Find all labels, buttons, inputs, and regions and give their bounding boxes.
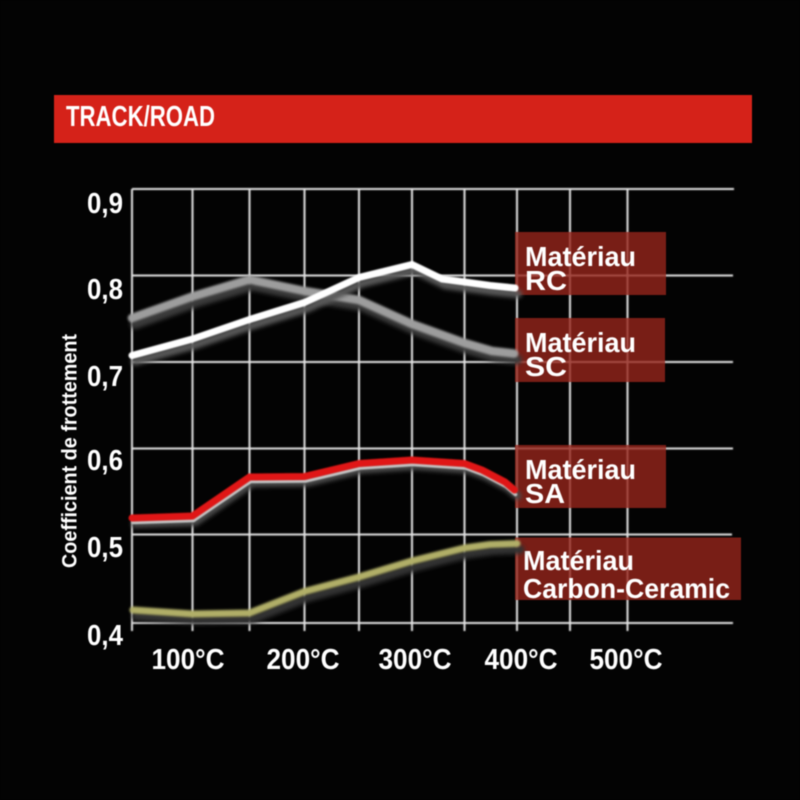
svg-text:Matériau: Matériau — [525, 454, 636, 485]
svg-text:0,8: 0,8 — [87, 274, 123, 306]
svg-text:0,4: 0,4 — [87, 620, 123, 652]
svg-text:200°C: 200°C — [267, 644, 340, 676]
svg-text:Matériau: Matériau — [525, 327, 636, 358]
svg-text:Matériau: Matériau — [523, 545, 634, 576]
svg-text:500°C: 500°C — [590, 644, 663, 676]
svg-text:100°C: 100°C — [152, 644, 225, 676]
svg-text:0,9: 0,9 — [87, 188, 123, 220]
svg-text:0,7: 0,7 — [87, 361, 123, 393]
svg-text:Matériau: Matériau — [525, 241, 636, 272]
svg-text:Coefficient de frottement: Coefficient de frottement — [59, 334, 82, 568]
svg-text:TRACK/ROAD: TRACK/ROAD — [66, 101, 215, 133]
svg-text:SA: SA — [525, 478, 565, 509]
svg-text:300°C: 300°C — [379, 644, 452, 676]
svg-text:SC: SC — [525, 351, 567, 382]
svg-text:Carbon-Ceramic: Carbon-Ceramic — [523, 573, 730, 604]
svg-text:400°C: 400°C — [485, 644, 558, 676]
svg-text:0,5: 0,5 — [87, 532, 123, 564]
svg-text:RC: RC — [525, 265, 567, 296]
svg-text:0,6: 0,6 — [87, 445, 123, 477]
